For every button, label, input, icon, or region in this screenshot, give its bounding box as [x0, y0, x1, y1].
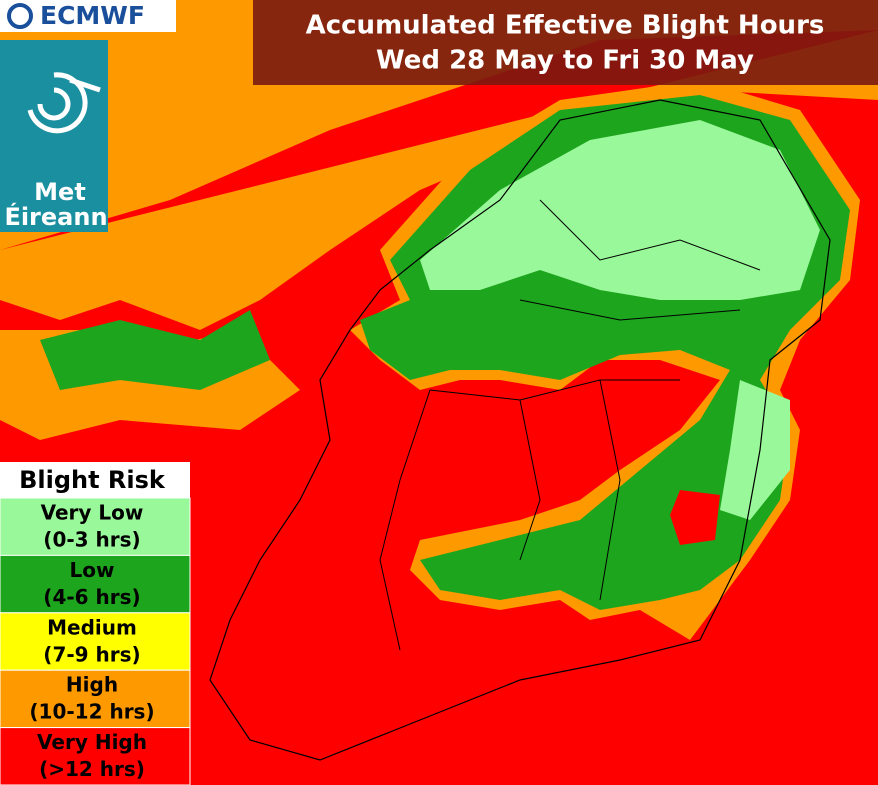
subtitle: Wed 28 May to Fri 30 May	[376, 46, 754, 76]
high-zone	[0, 0, 878, 330]
legend-title-box	[0, 462, 190, 498]
met-logo-box	[0, 40, 108, 232]
legend-range: (7-9 hrs)	[43, 642, 140, 666]
legend-title: Blight Risk	[19, 466, 166, 494]
legend-swatch	[0, 612, 191, 671]
met-logo-icon	[27, 72, 101, 134]
legend-range: (4-6 hrs)	[43, 585, 140, 609]
very-high-zone	[670, 490, 720, 545]
legend-range: (10-12 hrs)	[29, 700, 154, 724]
met-logo-text: Éireann	[4, 202, 107, 231]
ecmwf-icon	[7, 3, 33, 29]
legend-swatch	[0, 669, 191, 729]
county-border	[379, 199, 761, 651]
legend-label: Medium	[47, 615, 137, 639]
legend-label: Very High	[37, 730, 147, 754]
low-zone	[40, 310, 270, 390]
legend-range: (>12 hrs)	[39, 757, 145, 781]
legend-label: Low	[70, 558, 115, 582]
legend-label: High	[66, 673, 118, 697]
ecmwf-logo: ECMWF	[40, 1, 145, 30]
very-low-zone	[720, 380, 790, 520]
legend-label: Very Low	[41, 501, 144, 525]
legend-swatch	[0, 727, 191, 785]
met-logo-text: Met	[34, 178, 86, 206]
legend-swatch	[0, 554, 191, 614]
legend-range: (0-3 hrs)	[43, 528, 140, 552]
title: Accumulated Effective Blight Hours	[306, 11, 825, 41]
title-box	[253, 0, 878, 85]
coastline	[209, 99, 831, 761]
legend-swatch	[0, 497, 191, 556]
